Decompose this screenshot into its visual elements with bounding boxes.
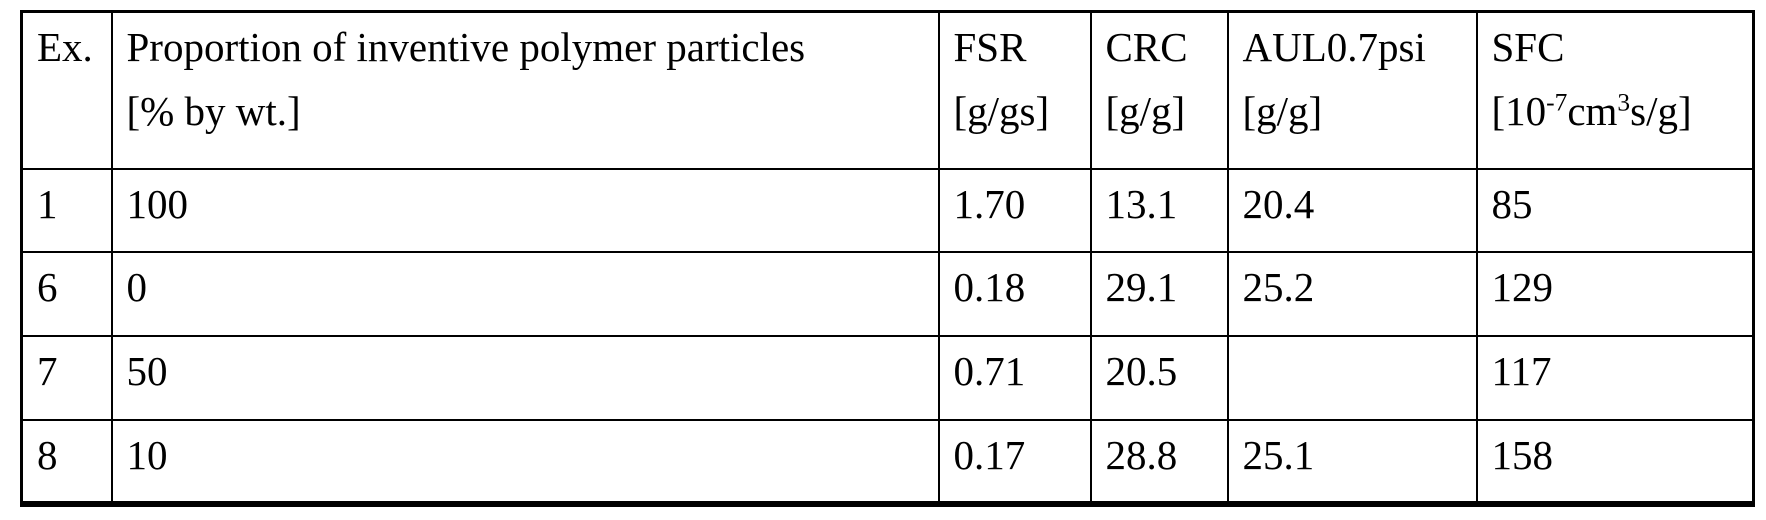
col-unit-sfc: [10-7cm3s/g] (1491, 88, 1692, 134)
cell-crc: 20.5 (1089, 335, 1229, 422)
cell-proportion: 50 (110, 335, 940, 422)
cell-crc: 13.1 (1089, 167, 1229, 254)
polymer-properties-table: Ex. Proportion of inventive polymer part… (20, 10, 1755, 507)
cell-ex: 6 (20, 251, 113, 338)
col-header-sfc: SFC [10-7cm3s/g] (1475, 10, 1755, 170)
col-label-sfc: SFC (1491, 24, 1565, 70)
table-row-ex8: 8 10 0.17 28.8 25.1 158 (20, 419, 1755, 505)
cell-ex: 8 (20, 419, 113, 505)
cell-proportion: 10 (110, 419, 940, 505)
table-header: Ex. Proportion of inventive polymer part… (20, 10, 1755, 170)
table-row-ex6: 6 0 0.18 29.1 25.2 129 (20, 251, 1755, 338)
table-row-ex7: 7 50 0.71 20.5 117 (20, 335, 1755, 422)
cell-aul: 20.4 (1226, 167, 1478, 254)
cell-fsr: 0.18 (937, 251, 1092, 338)
header-row: Ex. Proportion of inventive polymer part… (20, 10, 1755, 170)
col-unit-proportion: [% by wt.] (126, 88, 301, 134)
exponent-minus7: -7 (1546, 88, 1568, 117)
col-unit-fsr: [g/gs] (953, 88, 1050, 134)
cell-sfc: 117 (1475, 335, 1755, 422)
cell-proportion: 0 (110, 251, 940, 338)
exponent-3: 3 (1617, 88, 1631, 117)
col-header-aul: AUL0.7psi [g/g] (1226, 10, 1478, 170)
cell-sfc: 85 (1475, 167, 1755, 254)
cell-crc: 29.1 (1089, 251, 1229, 338)
table-row-ex1: 1 100 1.70 13.1 20.4 85 (20, 167, 1755, 254)
cell-sfc: 129 (1475, 251, 1755, 338)
cell-aul (1226, 335, 1478, 422)
table-body: 1 100 1.70 13.1 20.4 85 6 0 0.18 29.1 25… (20, 167, 1755, 505)
col-label-ex: Ex. (37, 24, 93, 70)
cell-fsr: 0.17 (937, 419, 1092, 505)
cell-aul: 25.1 (1226, 419, 1478, 505)
col-label-proportion: Proportion of inventive polymer particle… (126, 24, 806, 70)
col-label-aul: AUL0.7psi (1242, 24, 1426, 70)
cell-ex: 7 (20, 335, 113, 422)
cell-crc: 28.8 (1089, 419, 1229, 505)
col-header-fsr: FSR [g/gs] (937, 10, 1092, 170)
cell-ex: 1 (20, 167, 113, 254)
cell-fsr: 1.70 (937, 167, 1092, 254)
col-header-proportion: Proportion of inventive polymer particle… (110, 10, 940, 170)
cell-proportion: 100 (110, 167, 940, 254)
cell-sfc: 158 (1475, 419, 1755, 505)
col-unit-aul: [g/g] (1242, 88, 1323, 134)
col-header-crc: CRC [g/g] (1089, 10, 1229, 170)
col-unit-crc: [g/g] (1105, 88, 1186, 134)
col-header-ex: Ex. (20, 10, 113, 170)
cell-aul: 25.2 (1226, 251, 1478, 338)
col-label-fsr: FSR (953, 24, 1027, 70)
cell-fsr: 0.71 (937, 335, 1092, 422)
col-label-crc: CRC (1105, 24, 1188, 70)
